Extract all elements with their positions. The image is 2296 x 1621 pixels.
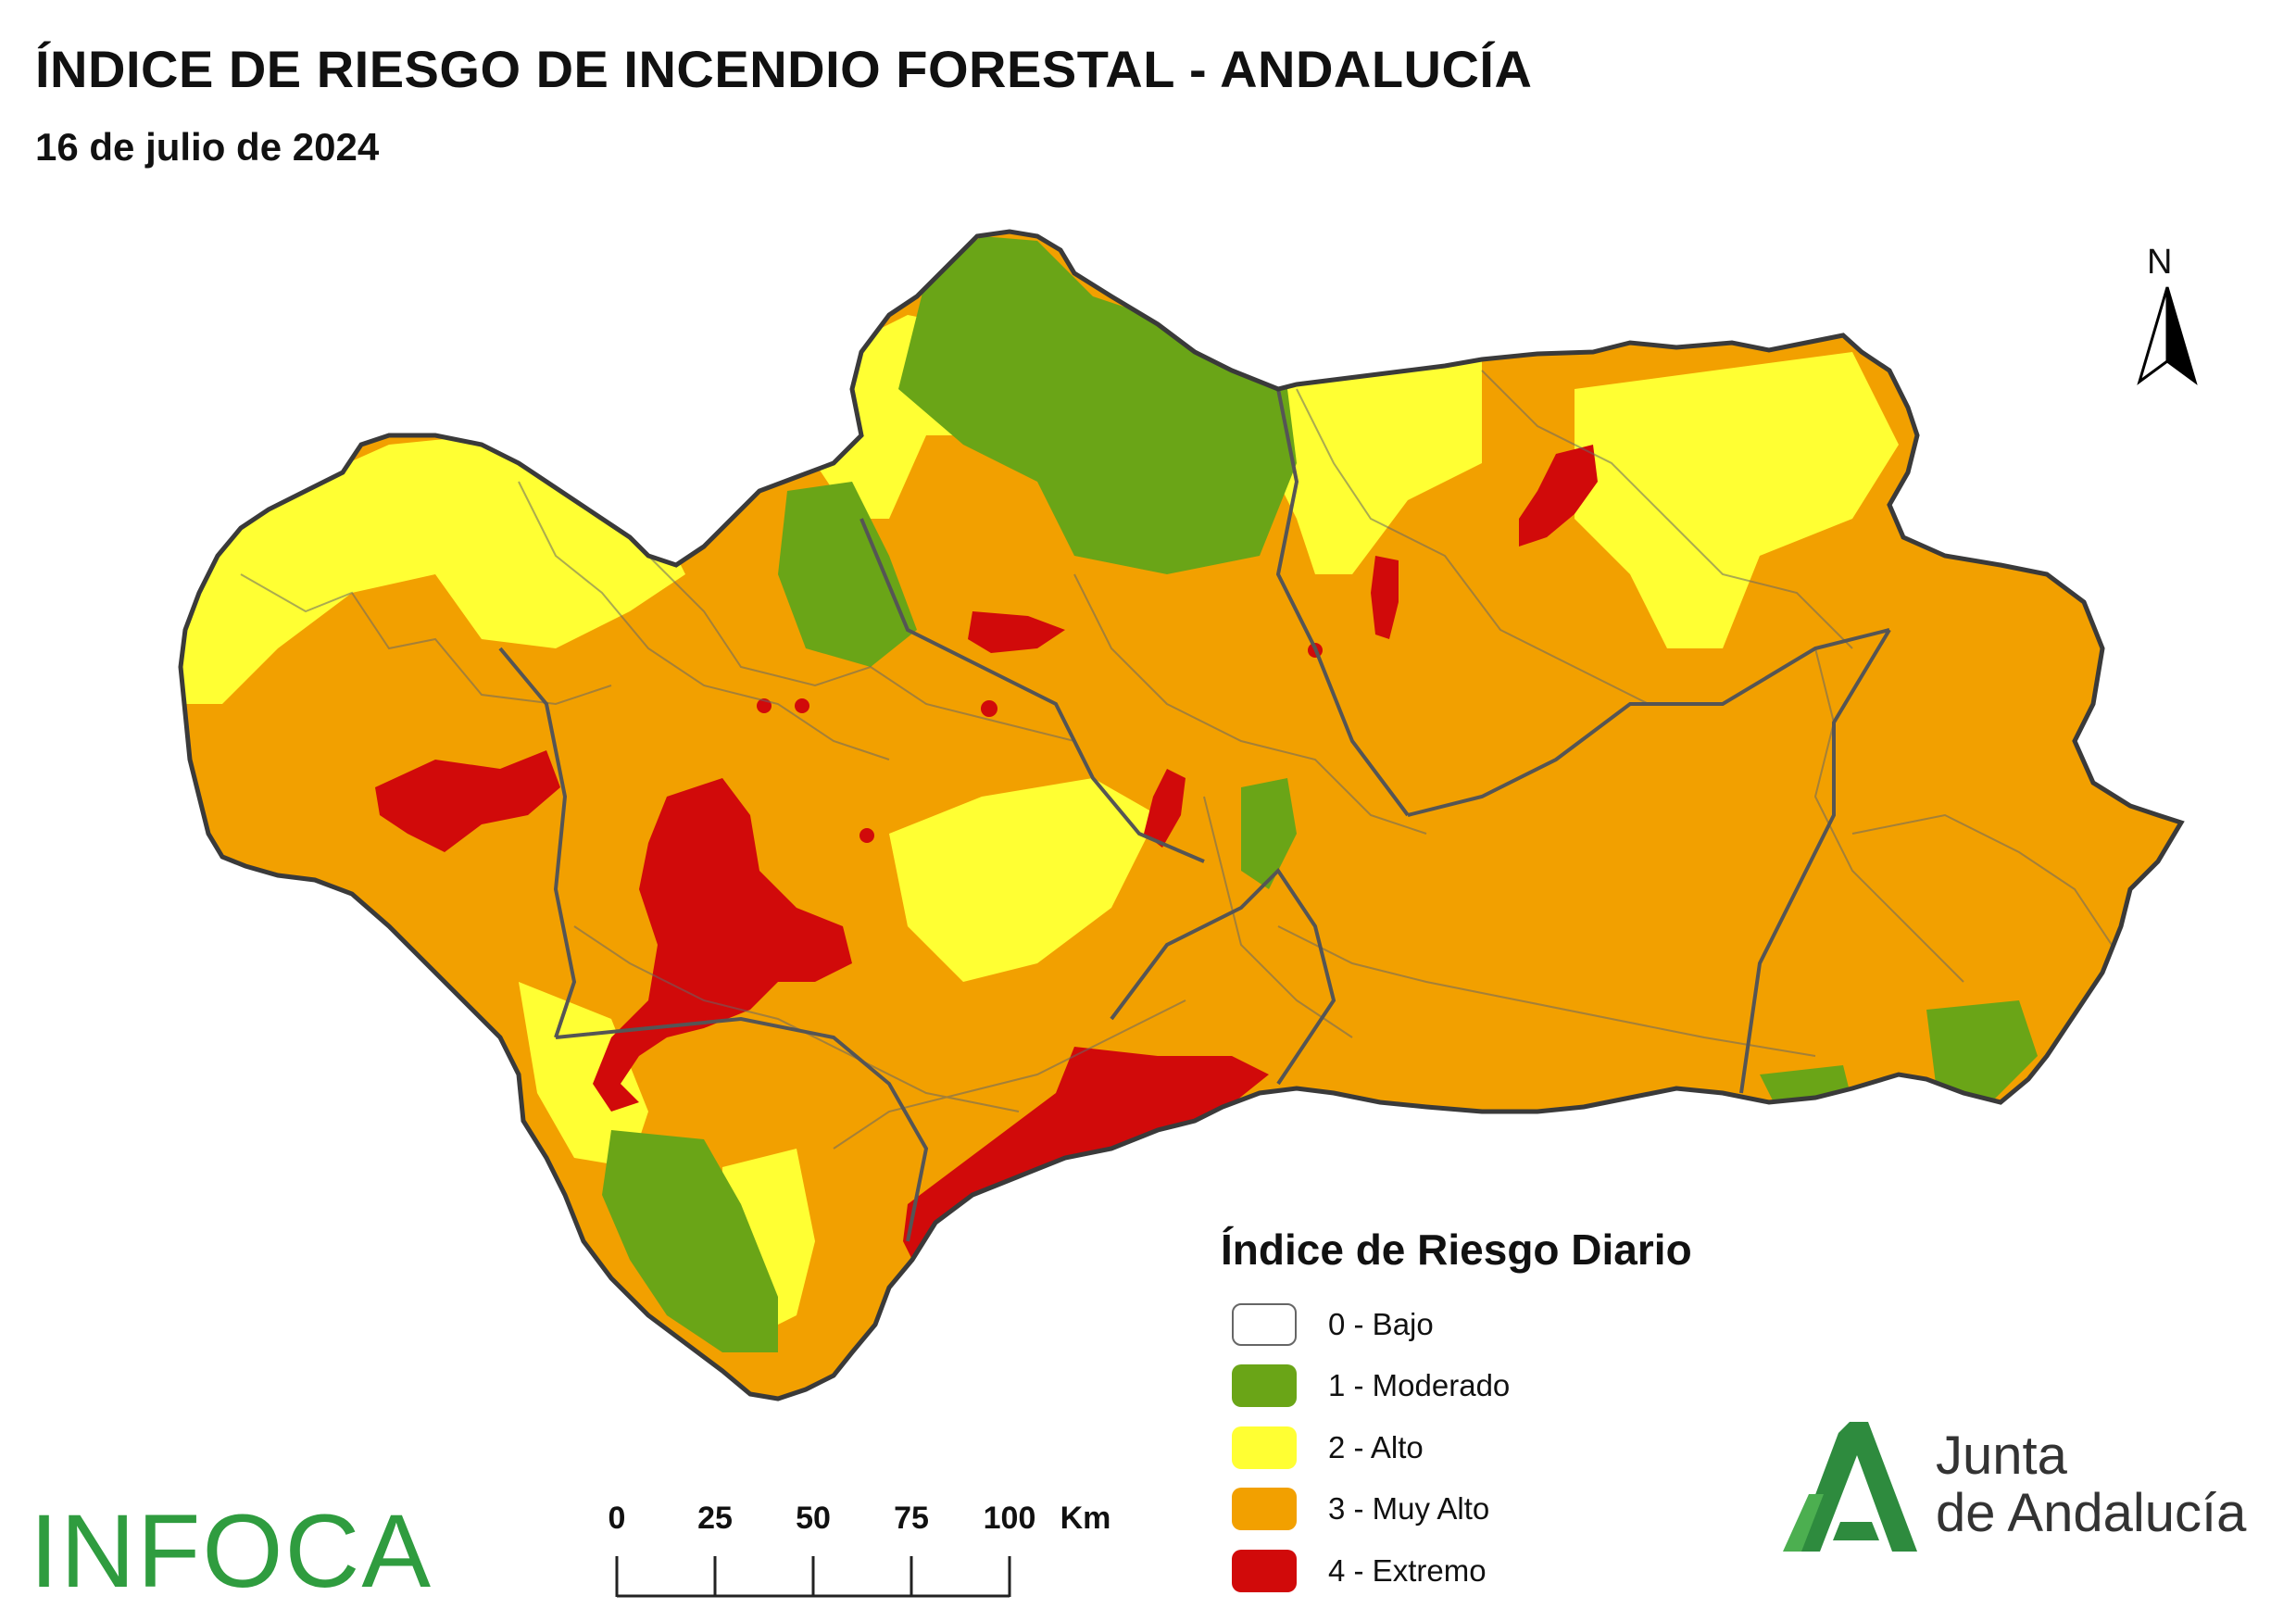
legend-label-bajo: 0 - Bajo bbox=[1328, 1307, 1434, 1341]
legend-item-alto: 2 - Alto bbox=[1232, 1426, 1424, 1470]
legend-swatch-moderado bbox=[1232, 1364, 1297, 1407]
zone-extremo-spot-4 bbox=[859, 828, 874, 843]
zone-extremo-spot-3 bbox=[981, 700, 997, 717]
zone-extremo-huelva bbox=[375, 750, 560, 852]
legend-label-alto: 2 - Alto bbox=[1328, 1430, 1424, 1464]
legend-swatch-extremo bbox=[1232, 1550, 1297, 1592]
zone-extremo-cordoba-north bbox=[968, 611, 1065, 653]
zone-moderado-center bbox=[1241, 778, 1297, 889]
legend-item-moderado: 1 - Moderado bbox=[1232, 1363, 1510, 1408]
scale-tick-50: 50 bbox=[796, 1501, 831, 1536]
legend-label-muy-alto: 3 - Muy Alto bbox=[1328, 1491, 1490, 1526]
scale-tick-25: 25 bbox=[697, 1501, 733, 1536]
zone-extremo-spot-2 bbox=[795, 698, 809, 713]
legend-swatch-alto bbox=[1232, 1426, 1297, 1469]
province-borders bbox=[498, 388, 1891, 1242]
zone-alto-jaen bbox=[1269, 361, 1482, 574]
scale-tick-100: 100 bbox=[983, 1501, 1036, 1536]
zone-extremo-jaen-north bbox=[1519, 445, 1598, 547]
legend-label-extremo: 4 - Extremo bbox=[1328, 1553, 1487, 1588]
legend-item-bajo: 0 - Bajo bbox=[1232, 1302, 1434, 1347]
scale-tick-0: 0 bbox=[608, 1501, 626, 1536]
municipal-borders bbox=[240, 370, 2113, 1150]
zone-alto-northeast bbox=[1575, 352, 1899, 648]
zone-moderado-sevilla-north bbox=[778, 482, 917, 667]
map-date: 16 de julio de 2024 bbox=[35, 125, 380, 169]
map-title: ÍNDICE DE RIESGO DE INCENDIO FORESTAL - … bbox=[35, 40, 1533, 98]
scale-tick-75: 75 bbox=[894, 1501, 929, 1536]
scale-unit: Km bbox=[1060, 1501, 1111, 1536]
infoca-logo: INFOCA bbox=[30, 1493, 433, 1609]
legend-title: Índice de Riesgo Diario bbox=[1221, 1225, 1692, 1274]
zone-alto-cadiz-coast bbox=[519, 982, 648, 1167]
zone-moderado-almeria bbox=[1926, 1000, 2038, 1102]
north-arrow-icon bbox=[2137, 286, 2198, 385]
scale-bar bbox=[615, 1556, 1011, 1598]
north-label: N bbox=[2147, 243, 2173, 282]
zone-alto-west bbox=[181, 435, 685, 704]
zone-moderado-alcornocales bbox=[602, 1130, 778, 1352]
junta-andalucia-logo-icon bbox=[1783, 1422, 1917, 1552]
zone-extremo-cordoba-south bbox=[1144, 769, 1186, 848]
legend-swatch-muy-alto bbox=[1232, 1488, 1297, 1530]
legend-swatch-bajo bbox=[1232, 1303, 1297, 1346]
zone-alto-center bbox=[889, 778, 1158, 982]
legend-item-extremo: 4 - Extremo bbox=[1232, 1549, 1487, 1593]
risk-zones bbox=[181, 232, 2181, 1399]
zone-moderado-sierra-morena bbox=[898, 236, 1297, 574]
legend-item-muy-alto: 3 - Muy Alto bbox=[1232, 1487, 1489, 1531]
junta-text-line1: Junta bbox=[1936, 1426, 2067, 1486]
legend-label-moderado: 1 - Moderado bbox=[1328, 1368, 1511, 1402]
junta-text-line2: de Andalucía bbox=[1936, 1483, 2247, 1543]
zone-extremo-jaen-west bbox=[1371, 556, 1399, 639]
